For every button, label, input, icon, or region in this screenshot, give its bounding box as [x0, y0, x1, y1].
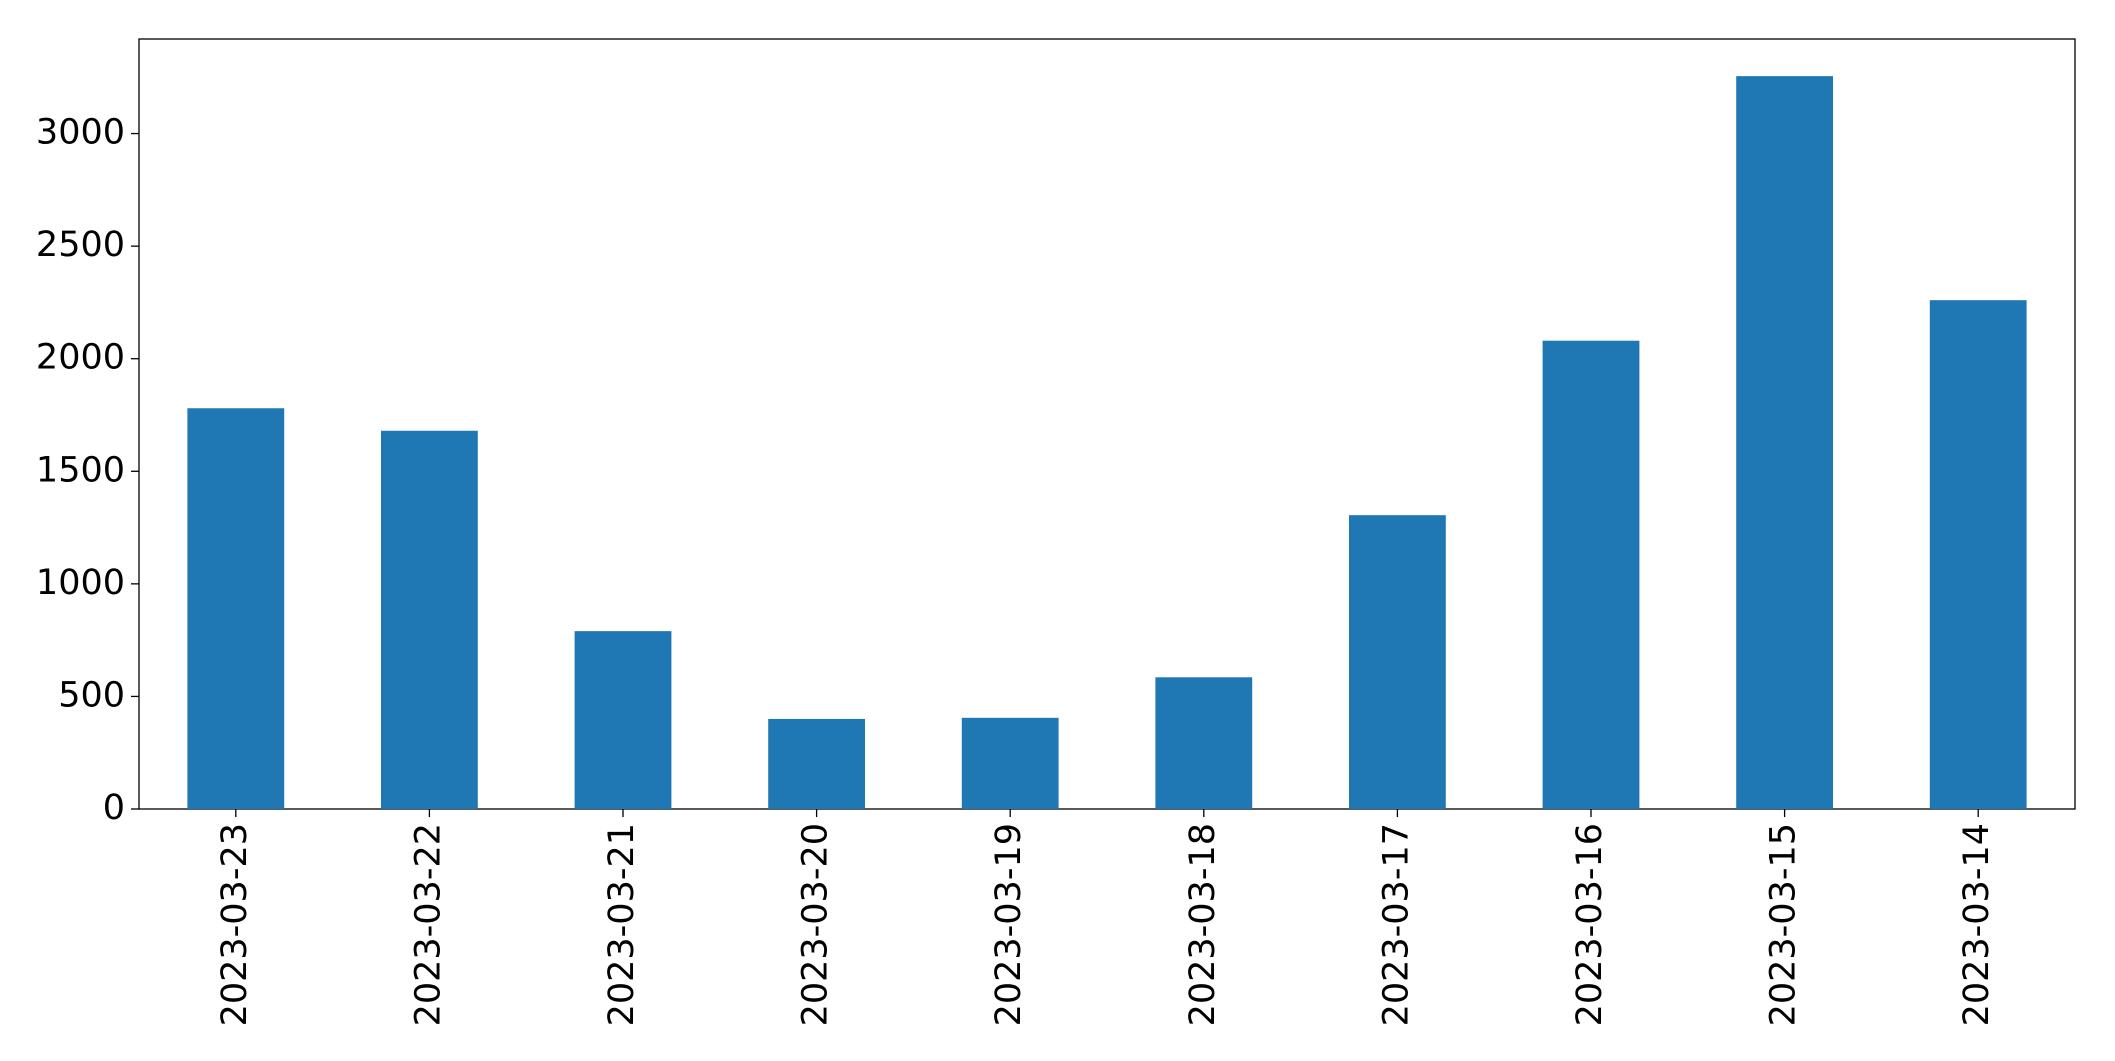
- x-tick-label: 2023-03-18: [1183, 823, 1223, 1026]
- y-tick-label: 0: [103, 788, 125, 828]
- x-tick-label: 2023-03-23: [215, 823, 255, 1026]
- bar: [1349, 515, 1446, 809]
- x-tick-label: 2023-03-22: [408, 823, 448, 1026]
- bar: [574, 631, 672, 809]
- y-tick-label: 3000: [36, 113, 125, 153]
- x-tick-label: 2023-03-17: [1376, 823, 1416, 1026]
- y-tick-label: 1000: [36, 563, 125, 603]
- plot-frame: [138, 38, 2076, 810]
- bar: [768, 718, 865, 809]
- x-tick-label: 2023-03-15: [1764, 823, 1804, 1026]
- bar: [1736, 76, 1833, 810]
- bar: [1542, 340, 1640, 809]
- y-tick-label: 500: [58, 675, 125, 715]
- y-tick-label: 2000: [36, 338, 125, 378]
- bar: [381, 430, 478, 809]
- bar: [187, 408, 285, 809]
- bar: [1929, 300, 2027, 809]
- y-tick-label: 2500: [36, 225, 125, 265]
- x-tick-label: 2023-03-14: [1957, 823, 1997, 1026]
- x-tick-label: 2023-03-20: [796, 823, 836, 1026]
- x-tick-label: 2023-03-16: [1570, 823, 1610, 1026]
- bar: [961, 717, 1059, 809]
- bar: [1155, 677, 1253, 809]
- y-tick-label: 1500: [36, 450, 125, 490]
- x-tick-label: 2023-03-19: [989, 823, 1029, 1026]
- x-tick-label: 2023-03-21: [602, 823, 642, 1026]
